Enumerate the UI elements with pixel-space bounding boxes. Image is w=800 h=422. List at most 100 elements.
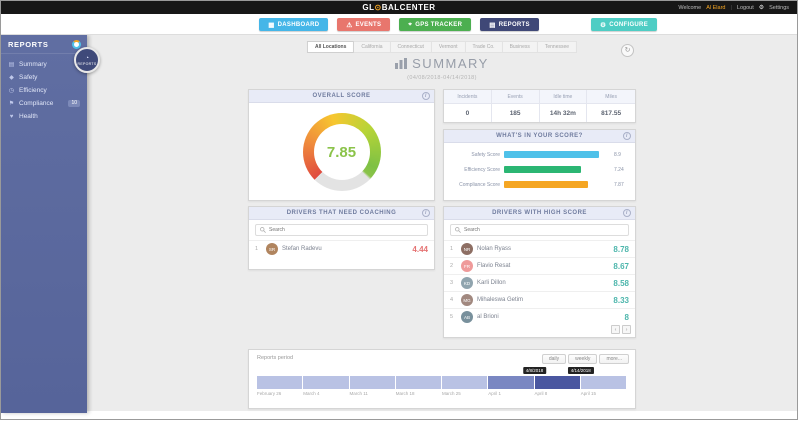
safety-icon: ◆ (9, 75, 14, 81)
driver-score: 8.67 (613, 261, 629, 271)
nav-label: EVENTS (355, 21, 382, 28)
info-icon[interactable]: i (422, 92, 430, 100)
settings-link[interactable]: Settings (769, 4, 789, 11)
efficiency-icon: ◷ (8, 88, 15, 94)
user-menu: Welcome Al Elard | Logout ⚙ Settings (678, 4, 789, 12)
driver-row[interactable]: 1 SR Stefan Radevu 4.44 (249, 240, 434, 257)
bar-fill (504, 166, 582, 173)
driver-rank: 1 (255, 246, 259, 252)
nav-button-gps-tracker[interactable]: ⌖ GPS TRACKER (399, 18, 472, 31)
bar-fill (504, 151, 600, 158)
tab-vermont[interactable]: Vermont (431, 41, 466, 53)
axis-label: March 25 (442, 391, 461, 396)
driver-rank: 3 (450, 280, 454, 286)
sidebar-header: REPORTS (1, 35, 87, 54)
panels-area: OVERALL SCORE i 7.85 Incidents 0 Events 185… (248, 89, 636, 411)
bar-value: 7.87 (614, 181, 624, 188)
page-title: SUMMARY (395, 56, 489, 71)
axis-label: March 4 (303, 391, 320, 396)
tab-all-locations[interactable]: All Locations (306, 41, 355, 53)
date-range: (04/08/2018-04/14/2018) (407, 75, 477, 81)
logo-text-right: BALCENTER (381, 3, 436, 12)
sidebar-item-summary[interactable]: ▤ Summary (1, 58, 87, 71)
location-tabs: All Locations California Connecticut Vermon… (306, 41, 578, 53)
overall-score-header: OVERALL SCORE i (249, 90, 434, 103)
main-content: All Locations California Connecticut Vermon… (87, 35, 797, 411)
bar-fill (504, 181, 589, 188)
timeline-axis: February 26 March 4 March 11 March 18 March … (257, 391, 627, 396)
driver-row[interactable]: 4 MG Mihaleswa Getim 8.33 (444, 291, 635, 308)
sidebar-badge: 10 (68, 100, 80, 107)
coaching-search-input[interactable] (269, 227, 423, 233)
driver-rank: 5 (450, 314, 454, 320)
configure-icon: ⚙ (600, 21, 607, 29)
username: Al Elard (706, 4, 726, 11)
prev-page-button[interactable]: ‹ (611, 325, 620, 334)
driver-avatar: SR (266, 243, 278, 255)
nav-button-reports[interactable]: ▤ REPORTS (480, 18, 539, 31)
timeline-segment-0[interactable] (257, 376, 304, 389)
tab-trade-co-[interactable]: Trade Co. (465, 41, 503, 53)
timeline-tooltip: 4/8/2018 (522, 367, 547, 374)
stat-value: 817.55 (601, 109, 622, 117)
nav-button-configure[interactable]: ⚙ CONFIGURE (591, 18, 657, 31)
driver-row[interactable]: 1 NR Nolan Ryass 8.78 (444, 240, 635, 257)
timeline-segment-7[interactable] (580, 376, 627, 389)
nav-button-events[interactable]: ⚠ EVENTS (337, 18, 391, 31)
tab-tennessee[interactable]: Tennessee (537, 41, 578, 53)
info-icon[interactable]: i (422, 209, 430, 217)
high-score-search (450, 224, 629, 236)
nav-button-dashboard[interactable]: ▦ DASHBOARD (259, 18, 329, 31)
coaching-panel: DRIVERS THAT NEED COACHING i 1 SR Stefan R… (248, 206, 435, 270)
period-button-weekly[interactable]: weekly (568, 354, 598, 364)
timeline-segment-1[interactable] (303, 376, 350, 389)
tab-business[interactable]: Business (502, 41, 538, 53)
driver-avatar: FR (461, 260, 473, 272)
timeline-segment-6[interactable] (534, 376, 581, 389)
axis-label: April 8 (534, 391, 548, 396)
sidebar-item-efficiency[interactable]: ◷ Efficiency (1, 84, 87, 97)
timeline-segment-4[interactable] (442, 376, 489, 389)
stats-panel: Incidents 0 Events 185 Idle time 14h 32m Miles… (443, 89, 636, 123)
timeline-segment-2[interactable] (349, 376, 396, 389)
stat-label: Events (491, 90, 539, 104)
stat-label: Idle time (539, 90, 587, 104)
driver-row[interactable]: 5 AB al Brioni 8 (444, 308, 635, 325)
bar-value: 7.24 (614, 166, 624, 173)
sidebar-item-health[interactable]: ♥ Health (1, 110, 87, 123)
tab-connecticut[interactable]: Connecticut (390, 41, 432, 53)
high-score-search-input[interactable] (464, 227, 624, 233)
score-bars: Safety Score 8.9 Efficiency Score 7.24 Compl… (444, 143, 635, 200)
score-breakdown-panel: WHAT'S IN YOUR SCORE? i Safety Score 8.9 E… (443, 129, 636, 201)
sidebar-item-safety[interactable]: ◆ Safety (1, 71, 87, 84)
driver-rank: 1 (450, 246, 454, 252)
driver-score: 8.78 (613, 244, 629, 254)
gauge-icon: ◔ (84, 54, 90, 62)
gps-tracker-icon: ⌖ (408, 20, 413, 28)
app-logo: GL⊙BALCENTER (362, 3, 435, 12)
reports-floating-badge[interactable]: ◔ REPORTS (74, 47, 100, 73)
driver-row[interactable]: 2 FR Flavio Resat 8.67 (444, 257, 635, 274)
driver-name: al Brioni (477, 314, 499, 320)
timeline-segment-5[interactable] (488, 376, 535, 389)
period-button-more[interactable]: more... (599, 354, 629, 364)
driver-rank: 4 (450, 297, 454, 303)
stat-miles: Miles 817.55 (587, 90, 635, 122)
tab-california[interactable]: California (354, 41, 391, 53)
stat-label: Miles (587, 90, 635, 104)
next-page-button[interactable]: › (622, 325, 631, 334)
period-button-daily[interactable]: daily (541, 354, 567, 364)
info-icon[interactable]: i (623, 132, 631, 140)
info-icon[interactable]: i (623, 209, 631, 217)
sidebar-item-compliance[interactable]: ⚑ Compliance 10 (1, 97, 87, 110)
driver-avatar: AB (461, 311, 473, 323)
welcome-label: Welcome (678, 4, 702, 11)
driver-row[interactable]: 3 KD Karli Dillon 8.58 (444, 274, 635, 291)
refresh-icon[interactable]: ↻ (621, 44, 634, 57)
axis-label: March 18 (395, 391, 415, 396)
timeline-segment-3[interactable] (395, 376, 442, 389)
logout-link[interactable]: Logout (736, 4, 754, 11)
driver-score: 8.58 (613, 278, 629, 288)
driver-name: Nolan Ryass (477, 246, 512, 252)
reports-period-panel: Reports period daily weekly more... 4/8/20… (248, 349, 636, 409)
